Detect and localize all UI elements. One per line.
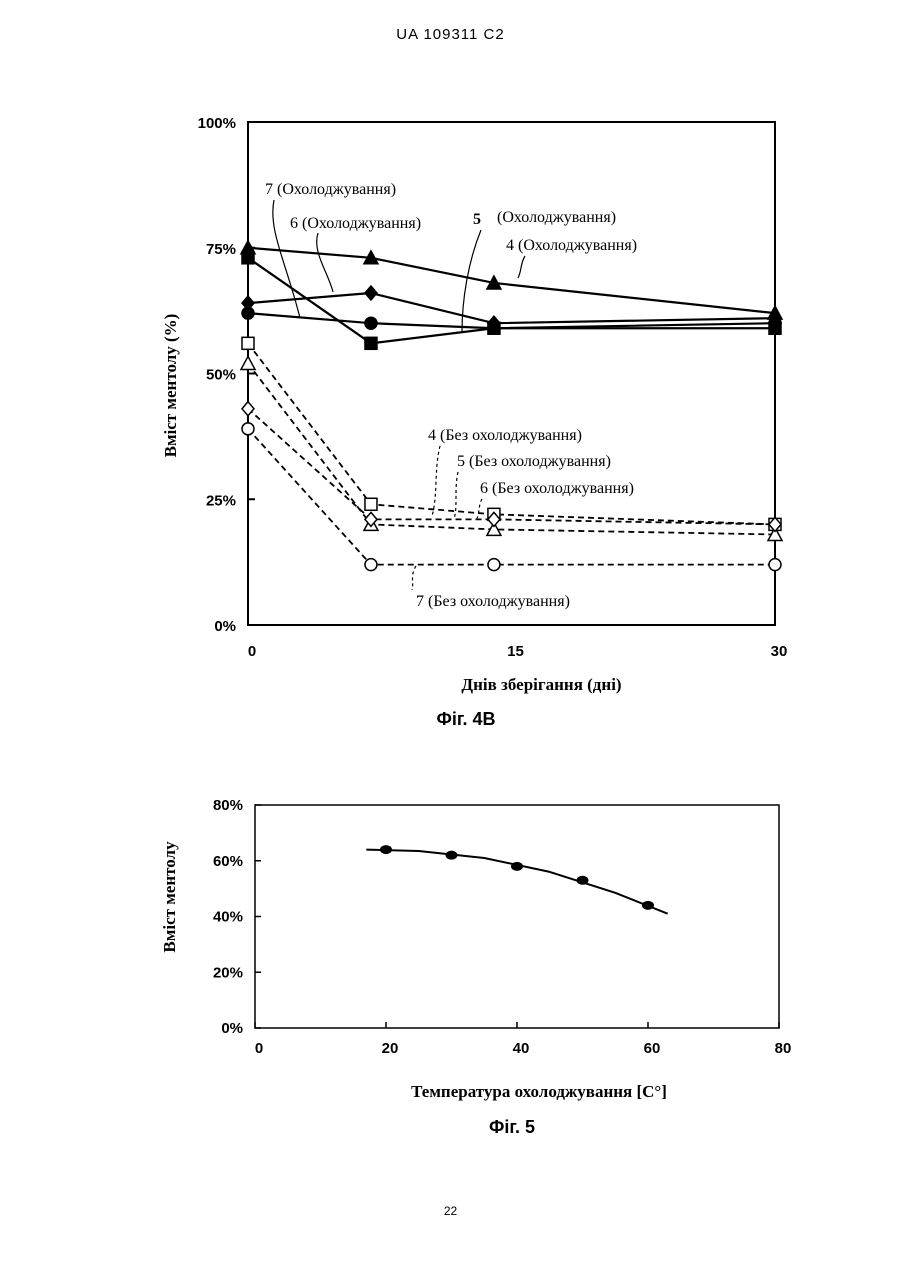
y-axis-label: Вміст ментолу xyxy=(160,841,179,953)
page-number: 22 xyxy=(0,1204,901,1218)
x-tick-label: 80 xyxy=(775,1040,792,1057)
data-point xyxy=(380,845,392,854)
x-tick-label: 0 xyxy=(255,1040,263,1057)
plot-frame xyxy=(255,805,779,1028)
x-tick-label: 40 xyxy=(513,1040,530,1057)
y-tick-label: 60% xyxy=(213,853,243,870)
data-point xyxy=(642,901,654,910)
data-point xyxy=(511,862,523,871)
x-axis-label: Температура охолоджування [С°] xyxy=(411,1082,667,1101)
x-tick-label: 60 xyxy=(644,1040,661,1057)
x-tick-label: 20 xyxy=(382,1040,399,1057)
data-point xyxy=(446,851,458,860)
y-tick-label: 0% xyxy=(221,1020,243,1037)
y-tick-label: 80% xyxy=(213,797,243,814)
trend-line xyxy=(366,850,667,914)
figure-caption: Фіг. 5 xyxy=(489,1117,535,1137)
data-point xyxy=(577,876,589,885)
figure-5-chart: 0% 20% 40% 60% 80% 0 20 40 60 80 Температура охоло… xyxy=(0,0,901,1273)
y-tick-label: 20% xyxy=(213,964,243,981)
y-tick-label: 40% xyxy=(213,909,243,926)
